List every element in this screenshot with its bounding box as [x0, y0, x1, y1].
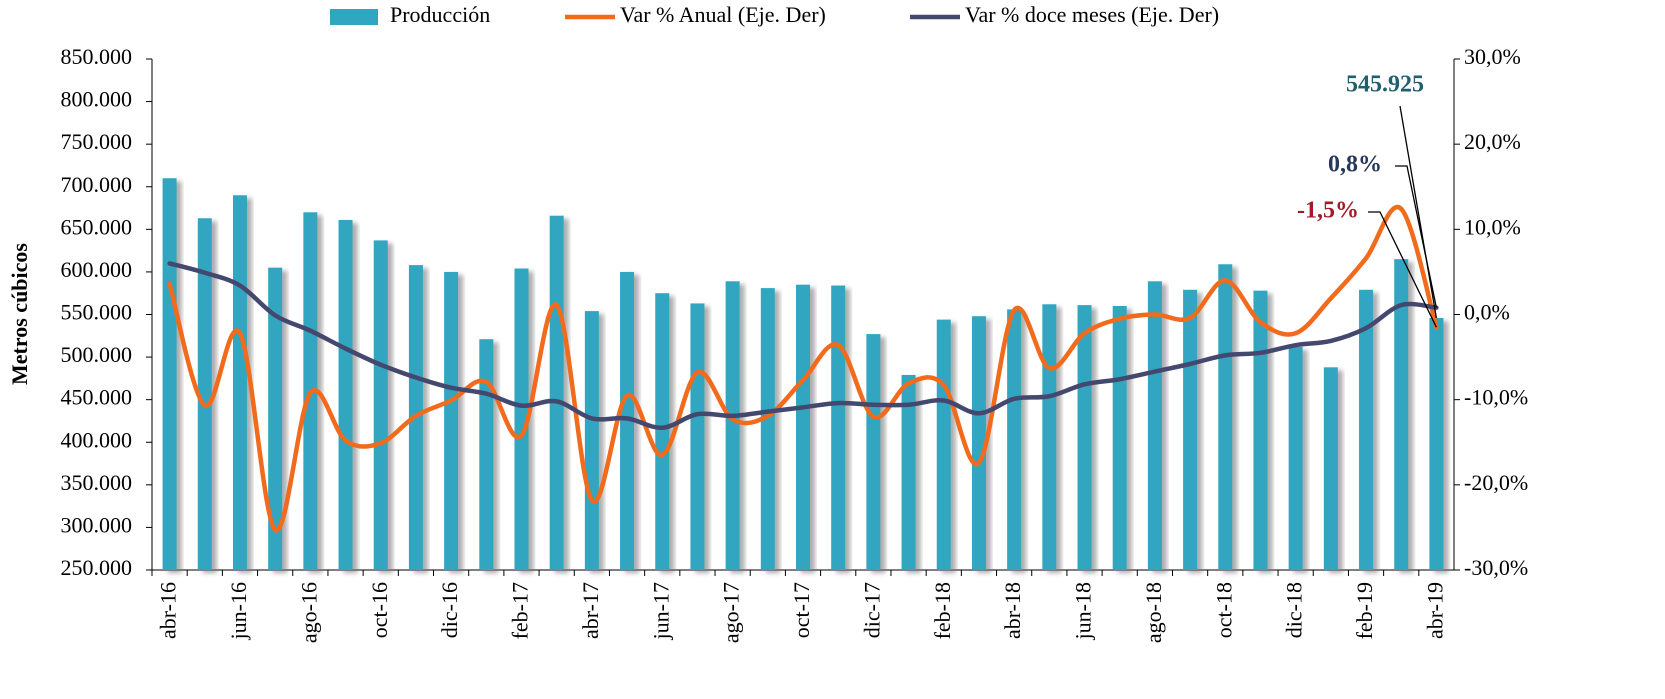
- bar: [1359, 289, 1374, 570]
- x-tick-label: dic-18: [1282, 582, 1307, 638]
- bar: [1147, 281, 1162, 570]
- bar: [831, 285, 846, 570]
- bar: [162, 178, 177, 570]
- y-tick-label: 500.000: [61, 342, 133, 367]
- y-tick-label: 750.000: [61, 129, 133, 154]
- y-tick-label: 350.000: [61, 470, 133, 495]
- bar: [373, 240, 388, 570]
- x-tick-label: dic-17: [859, 582, 884, 638]
- bar: [1429, 317, 1444, 570]
- x-tick-label: feb-17: [508, 582, 533, 639]
- x-tick-label: feb-18: [930, 582, 955, 639]
- data-label: -1,5%: [1297, 198, 1359, 224]
- y-tick-label: 450.000: [61, 385, 133, 410]
- bar: [1183, 289, 1198, 570]
- line: [167, 261, 1439, 431]
- bar: [725, 281, 740, 570]
- bar: [690, 303, 705, 570]
- y-tick-label: 550.000: [61, 300, 133, 325]
- legend-label: Var % Anual (Eje. Der): [620, 2, 826, 27]
- x-tick-label: ago-17: [719, 582, 744, 643]
- y-tick-label: 850.000: [61, 44, 133, 69]
- data-label: 0,8%: [1328, 152, 1382, 178]
- y-tick-label: 800.000: [61, 87, 133, 112]
- bar: [514, 268, 529, 570]
- y-tick-label: 700.000: [61, 172, 133, 197]
- y-axis-label: Metros cúbicos: [7, 243, 32, 385]
- y2-tick-label: -10,0%: [1464, 385, 1528, 410]
- leader-line: [1399, 105, 1438, 319]
- x-tick-label: dic-16: [437, 582, 462, 638]
- bar: [1218, 264, 1233, 570]
- y-tick-label: 250.000: [61, 555, 133, 580]
- legend-label: Producción: [390, 2, 490, 27]
- x-tick-label: feb-19: [1352, 582, 1377, 639]
- y-tick-label: 600.000: [61, 257, 133, 282]
- bar: [1323, 367, 1338, 570]
- y-tick-label: 650.000: [61, 214, 133, 239]
- y-tick-label: 400.000: [61, 427, 133, 452]
- bar: [620, 271, 635, 570]
- bar: [1288, 346, 1303, 570]
- x-tick-label: oct-18: [1211, 582, 1236, 638]
- bar: [1394, 259, 1409, 570]
- y2-tick-label: 10,0%: [1464, 214, 1521, 239]
- bar: [1112, 305, 1127, 570]
- bar: [655, 293, 670, 570]
- data-label: 545.925: [1346, 72, 1424, 98]
- bar: [338, 219, 353, 570]
- x-tick-label: ago-16: [296, 582, 321, 643]
- bar: [866, 334, 881, 570]
- y2-tick-label: 30,0%: [1464, 44, 1521, 69]
- bar: [444, 271, 459, 570]
- bar: [1253, 290, 1268, 570]
- leader-line: [1368, 211, 1437, 328]
- legend-swatch: [330, 9, 378, 25]
- y2-tick-label: -30,0%: [1464, 555, 1528, 580]
- x-tick-label: oct-16: [367, 582, 392, 638]
- y2-tick-label: 0,0%: [1464, 300, 1510, 325]
- y2-tick-label: 20,0%: [1464, 129, 1521, 154]
- bar: [760, 288, 775, 570]
- bar: [936, 319, 951, 570]
- bar: [268, 267, 283, 570]
- x-tick-label: jun-16: [226, 582, 251, 640]
- bar: [1042, 304, 1057, 570]
- x-tick-label: oct-17: [789, 582, 814, 638]
- bar: [479, 339, 494, 570]
- x-tick-label: abr-18: [1000, 582, 1025, 639]
- x-tick-label: abr-17: [578, 582, 603, 639]
- x-tick-label: jun-17: [648, 582, 673, 640]
- y2-tick-label: -20,0%: [1464, 470, 1528, 495]
- bar: [1007, 309, 1022, 570]
- bar: [901, 374, 916, 570]
- bar: [1077, 305, 1092, 570]
- y-tick-label: 300.000: [61, 512, 133, 537]
- leader-line: [1395, 165, 1438, 308]
- bar: [549, 215, 564, 570]
- bar: [584, 311, 599, 570]
- legend-label: Var % doce meses (Eje. Der): [965, 2, 1219, 27]
- x-tick-label: jun-18: [1071, 582, 1096, 640]
- bar: [971, 316, 986, 570]
- bar: [232, 195, 247, 570]
- line: [167, 204, 1439, 533]
- x-tick-label: abr-16: [156, 582, 181, 639]
- x-tick-label: abr-19: [1422, 582, 1447, 639]
- bar: [197, 218, 212, 571]
- x-tick-label: ago-18: [1141, 582, 1166, 643]
- bar: [796, 284, 810, 570]
